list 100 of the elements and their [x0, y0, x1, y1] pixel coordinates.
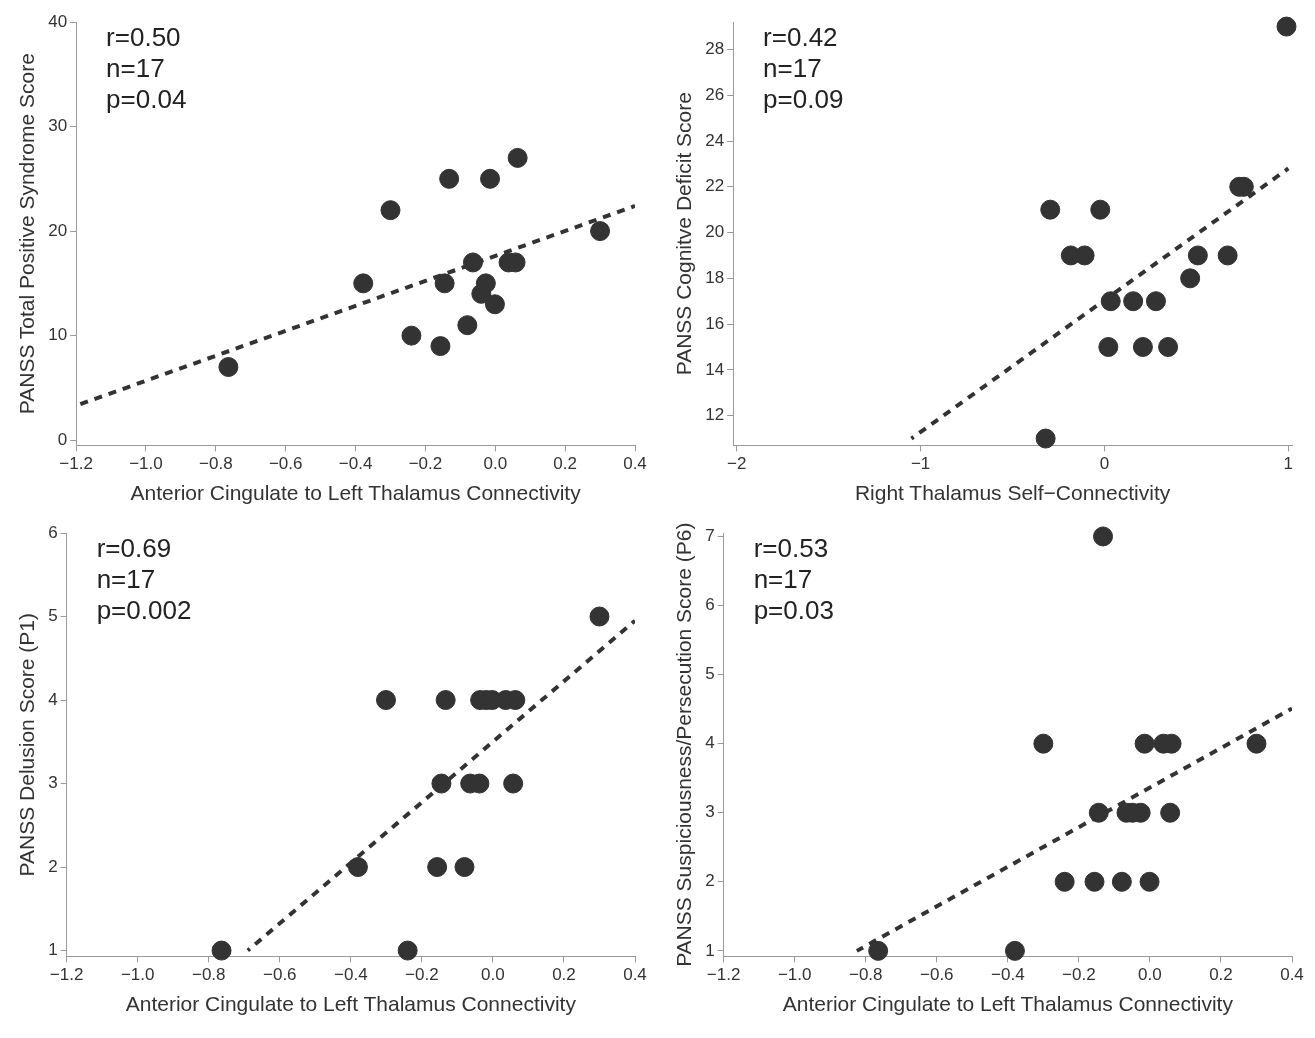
point: [1145, 291, 1166, 312]
x-tick-label: 0.0: [483, 454, 508, 474]
point: [1054, 871, 1075, 892]
point: [439, 168, 460, 189]
y-tick-label: 20: [48, 220, 68, 240]
point: [1084, 871, 1105, 892]
x-axis-title: Anterior Cingulate to Left Thalamus Connectivity: [125, 992, 577, 1016]
point: [1132, 336, 1153, 357]
x-tick-label: −1.2: [706, 965, 741, 985]
annotation: n=17: [96, 564, 156, 595]
x-axis-title: Anterior Cingulate to Left Thalamus Connectivity: [130, 481, 582, 505]
annotation: r=0.50: [106, 22, 181, 53]
x-tick-label: −0.8: [848, 965, 883, 985]
x-tick-label: −1: [910, 454, 931, 474]
x-tick-label: 0.0: [1138, 965, 1162, 985]
y-tick-label: 22: [705, 176, 725, 196]
point: [454, 857, 475, 878]
annotation: p=0.002: [96, 595, 192, 626]
point: [1004, 940, 1025, 961]
point: [1033, 733, 1054, 754]
point: [1123, 291, 1144, 312]
x-tick-label: −0.8: [191, 965, 226, 985]
y-tick-label: 14: [705, 359, 725, 379]
x-tick-label: −1.0: [129, 454, 163, 474]
point: [480, 168, 501, 189]
point: [868, 940, 889, 961]
y-axis-title: PANSS Total Positive Syndrome Score: [15, 53, 39, 415]
y-tick-label: 6: [705, 595, 715, 615]
x-tick-label: −1.0: [777, 965, 812, 985]
annotation: n=17: [753, 564, 813, 595]
x-tick-label: −0.8: [199, 454, 233, 474]
x-tick-label: −0.2: [1062, 965, 1096, 985]
point: [380, 200, 401, 221]
x-tick-label: −0.6: [268, 454, 303, 474]
point: [1246, 733, 1267, 754]
point: [1093, 526, 1114, 547]
point: [401, 325, 422, 346]
annotation: r=0.53: [753, 533, 829, 564]
x-tick-label: −0.6: [263, 965, 297, 985]
y-tick-label: 40: [48, 11, 68, 31]
y-axis-title: PANSS Cognitve Deficit Score: [672, 92, 696, 376]
x-axis-title: Right Thalamus Self−Connectivity: [854, 481, 1171, 505]
point: [434, 273, 455, 294]
y-axis-title: PANSS Delusion Score (P1): [15, 613, 39, 877]
x-tick-label: −0.4: [334, 965, 368, 985]
point: [1111, 871, 1132, 892]
y-tick-label: 30: [48, 116, 68, 136]
point: [1035, 428, 1056, 449]
point: [431, 773, 452, 794]
x-tick-label: 1: [1283, 454, 1294, 474]
point: [1139, 871, 1160, 892]
point: [484, 294, 505, 315]
point: [590, 221, 611, 242]
point: [1090, 199, 1111, 220]
annotation: n=17: [763, 53, 822, 84]
point: [375, 690, 396, 711]
y-tick-label: 5: [705, 664, 715, 684]
x-axis-title: Anterior Cingulate to Left Thalamus Connectivity: [782, 992, 1234, 1016]
y-axis-title: PANSS Suspiciousness/Persecution Score (P6): [672, 522, 696, 967]
point: [1040, 199, 1061, 220]
point: [1098, 336, 1119, 357]
point: [1276, 16, 1297, 37]
point: [353, 273, 374, 294]
y-tick-label: 24: [705, 130, 725, 150]
x-tick-label: 0.4: [623, 965, 647, 985]
point: [589, 606, 610, 627]
point: [1088, 802, 1109, 823]
x-tick-label: −1.2: [59, 454, 93, 474]
y-tick-label: 2: [705, 871, 715, 891]
x-tick-label: −1.2: [49, 965, 84, 985]
point: [507, 147, 528, 168]
y-tick-label: 6: [48, 522, 58, 542]
y-tick-label: 16: [705, 313, 725, 333]
y-tick-label: 4: [705, 733, 715, 753]
point: [1134, 733, 1155, 754]
x-tick-label: 0: [1099, 454, 1110, 474]
annotation: p=0.04: [106, 84, 187, 115]
point: [435, 690, 456, 711]
point: [397, 940, 418, 961]
point: [1180, 268, 1201, 289]
y-tick-label: 28: [705, 39, 725, 59]
annotation: r=0.69: [96, 533, 172, 564]
x-tick-label: −0.4: [338, 454, 373, 474]
y-tick-label: 1: [48, 940, 58, 960]
point: [475, 273, 496, 294]
point: [427, 857, 448, 878]
y-tick-label: 26: [705, 84, 725, 104]
point: [503, 773, 524, 794]
point: [457, 315, 478, 336]
y-tick-label: 4: [48, 689, 58, 709]
y-tick-label: 0: [57, 429, 68, 449]
y-tick-label: 7: [705, 526, 715, 546]
point: [1187, 245, 1208, 266]
y-tick-label: 5: [48, 606, 58, 626]
x-tick-label: −0.2: [405, 965, 439, 985]
point: [347, 857, 368, 878]
annotation: n=17: [106, 53, 165, 84]
x-tick-label: −2: [727, 454, 747, 474]
x-tick-label: −0.4: [991, 965, 1025, 985]
point: [462, 252, 483, 273]
